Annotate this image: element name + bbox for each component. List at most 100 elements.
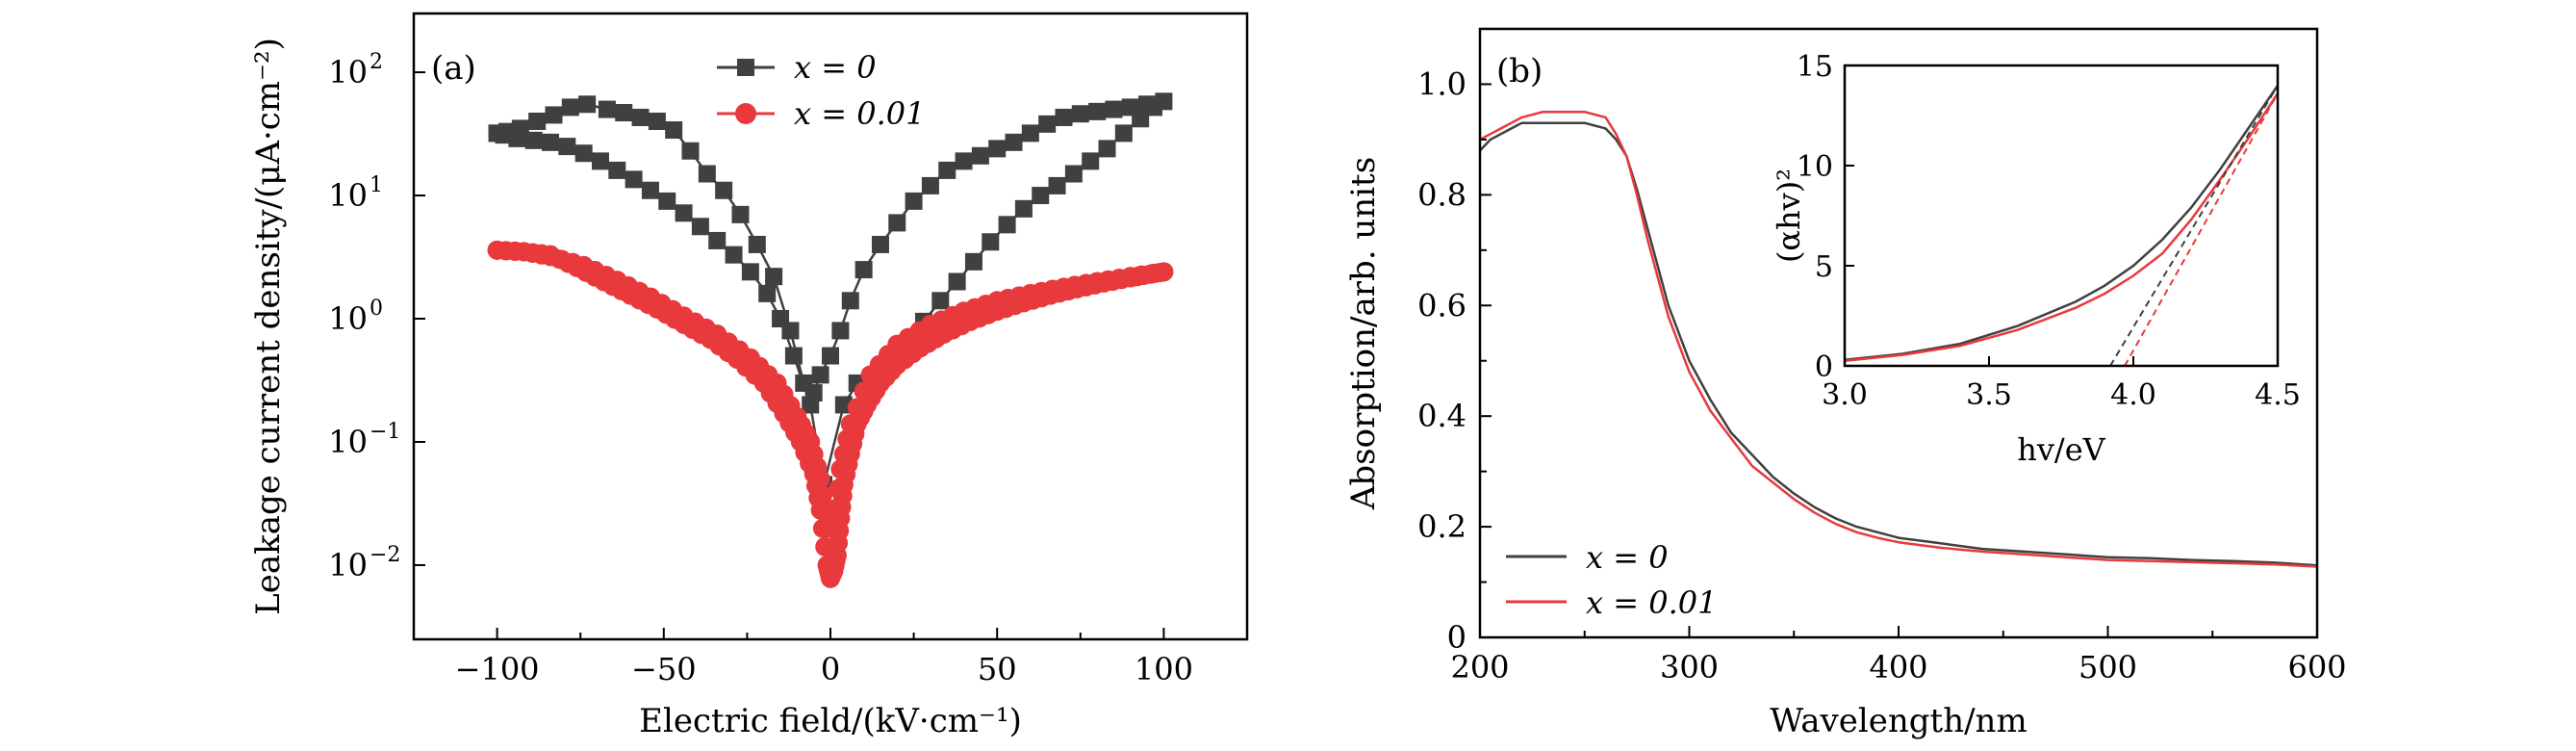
panel-a-x-tick-label: 0: [821, 651, 840, 687]
legend-a-x001-marker: [735, 103, 756, 124]
panel-a-y-tick-exponent: −2: [370, 543, 400, 567]
point-a-x0: [931, 292, 950, 310]
point-a-x0: [921, 176, 939, 194]
point-a-x001-interp: [847, 398, 867, 418]
point-a-x0: [608, 161, 626, 179]
point-a-x0: [1005, 133, 1023, 151]
point-a-x0: [591, 152, 609, 170]
inset-y-tick-label: 5: [1815, 250, 1833, 284]
panel-a-label: (a): [431, 49, 476, 88]
inset-y-tick-label: 10: [1797, 150, 1833, 184]
point-a-x0: [905, 192, 923, 210]
point-a-x0: [631, 108, 650, 126]
point-a-x0: [1048, 176, 1066, 194]
point-a-x0: [698, 165, 716, 183]
point-a-x0: [888, 214, 906, 232]
legend-a-x0-marker: [737, 59, 754, 76]
panel-a-y-tick-label: 10: [328, 177, 368, 214]
panel-a-y-tick-label: 10: [328, 547, 368, 583]
point-a-x0: [741, 263, 759, 281]
panel-b-legend: x = 0 x = 0.01: [1506, 539, 1717, 621]
point-a-x0: [615, 104, 633, 122]
point-a-x001: [840, 414, 860, 434]
point-a-x0: [542, 133, 560, 151]
point-a-x001-interp: [812, 485, 832, 505]
point-a-x0: [691, 218, 709, 236]
panel-a-x-tick-label: 50: [978, 651, 1017, 687]
point-a-x0: [955, 152, 973, 170]
panel-a-y-tick-label: 10: [328, 300, 368, 337]
panel-a-y-tick-label: 10: [328, 424, 368, 460]
panel-a-legend: x = 0 x = 0.01: [717, 49, 925, 132]
panel-a-y-tick-label: 10: [328, 54, 368, 91]
inset-x-axis-label: hv/eV: [2017, 431, 2105, 468]
inset-x-tick-label: 4.0: [2110, 378, 2156, 412]
point-a-x0: [841, 292, 859, 310]
panel-a-y-tick-exponent: 0: [370, 297, 383, 321]
point-a-x0: [765, 268, 783, 286]
point-a-x0: [1105, 100, 1123, 118]
panel-b-y-tick-label: 0.6: [1417, 287, 1467, 324]
point-a-x0: [971, 146, 989, 165]
panel-b-x-tick-label: 200: [1450, 649, 1509, 686]
point-a-x0: [831, 322, 850, 340]
panel-b-y-tick-label: 0.2: [1417, 508, 1467, 545]
point-a-x0: [784, 347, 803, 365]
inset-y-axis-label: (αhv)²: [1771, 168, 1807, 263]
point-a-x0: [578, 95, 597, 114]
point-a-x0: [528, 112, 547, 130]
point-a-x0: [822, 347, 839, 365]
point-a-x0: [715, 181, 733, 199]
panel-a-y-tick-exponent: 1: [370, 173, 383, 197]
panel-b-label: (b): [1496, 52, 1543, 91]
panel-b: 200 300 400 500 600 0 0.2 0.4 0.6 0.8 1.0 (b) x =…: [1344, 27, 2347, 740]
panel-b-x-tick-label: 500: [2079, 649, 2137, 686]
panel-b-x-ticks: 200 300 400 500 600: [1450, 626, 2347, 686]
inset-y-tick-label: 15: [1797, 50, 1833, 84]
inset-y-ticks: 0 5 10 15: [1797, 50, 1854, 384]
point-a-x0: [871, 235, 889, 253]
point-a-x0: [1114, 124, 1133, 142]
point-a-x0: [1014, 199, 1033, 218]
point-a-x0: [1038, 115, 1057, 133]
point-a-x0: [665, 121, 683, 140]
panel-a-x-tick-label: 100: [1135, 651, 1193, 687]
panel-a-x-axis-label: Electric field/(kV·cm⁻¹): [639, 702, 1022, 740]
point-a-x0: [758, 284, 777, 302]
panel-b-series-layer: [1479, 110, 2318, 568]
tangent-inset-x0: [2109, 85, 2279, 367]
panel-a-x-tick-label: −50: [631, 651, 697, 687]
point-a-x001: [830, 459, 851, 479]
panel-a-series-layer: [487, 92, 1174, 588]
point-a-x001-interp: [833, 444, 854, 464]
point-a-x0: [641, 181, 659, 199]
point-a-x0: [625, 170, 643, 189]
point-a-x0: [1132, 110, 1150, 128]
series-b-x001-line: [1479, 110, 2318, 568]
point-a-x0: [561, 98, 579, 117]
point-a-x001: [860, 365, 880, 385]
point-a-x0: [938, 161, 956, 179]
point-a-x0: [1055, 108, 1073, 126]
point-a-x0: [964, 252, 982, 271]
inset-x-ticks: 3.0 3.5 4.0 4.5: [1822, 356, 2301, 412]
point-a-x001: [487, 240, 507, 260]
point-a-x0: [1098, 140, 1116, 158]
point-a-x0: [1088, 102, 1107, 120]
panel-a-y-axis-label: Leakage current density/(μA·cm⁻²): [249, 38, 288, 615]
point-a-x0: [731, 205, 750, 223]
inset-y-tick-label: 0: [1815, 350, 1833, 384]
panel-b-x-axis-label: Wavelength/nm: [1770, 702, 2027, 740]
panel-b-y-axis-label: Absorption/arb. units: [1344, 157, 1383, 510]
point-a-x0: [772, 310, 790, 328]
point-a-x0: [681, 142, 700, 160]
panel-a-y-tick-exponent: 2: [370, 50, 383, 74]
legend-a-x001-text: x = 0.01: [794, 95, 925, 132]
point-a-x0: [648, 112, 666, 130]
panel-b-x-tick-label: 600: [2287, 649, 2346, 686]
series-inset-x0-line: [1844, 85, 2280, 362]
panel-b-y-tick-label: 0.4: [1417, 398, 1467, 434]
panel-b-y-tick-label: 0: [1447, 619, 1467, 656]
point-a-x0: [545, 106, 563, 124]
